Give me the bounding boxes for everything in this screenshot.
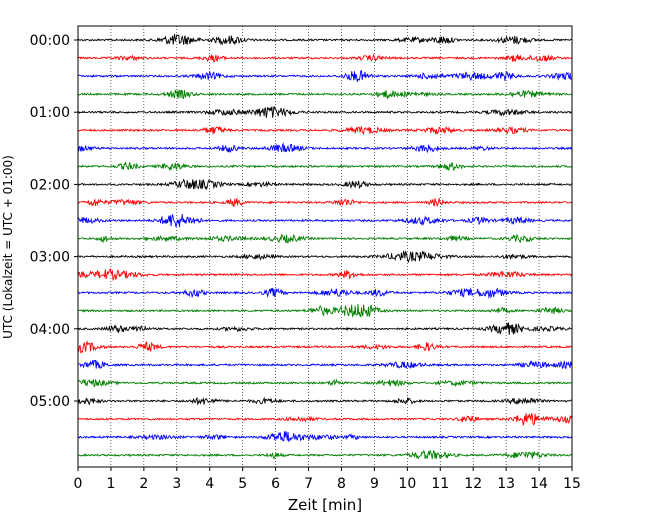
trace-row-8 (77, 178, 572, 191)
trace-row-23 (77, 449, 572, 460)
x-tick-label-11: 11 (431, 476, 449, 492)
y-tick-label-3: 03:00 (30, 250, 70, 266)
y-tick-label-0: 00:00 (30, 33, 70, 49)
y-tick-label-5: 05:00 (30, 394, 70, 410)
x-tick-label-8: 8 (337, 476, 346, 492)
x-tick-label-10: 10 (398, 476, 416, 492)
axes (74, 25, 573, 471)
y-tick-label-1: 01:00 (30, 105, 70, 121)
trace-row-18 (77, 359, 572, 370)
x-tick-label-1: 1 (106, 476, 115, 492)
trace-row-1 (77, 53, 572, 63)
x-tick-label-5: 5 (238, 476, 247, 492)
x-tick-label-4: 4 (205, 476, 214, 492)
x-tick-label-13: 13 (497, 476, 515, 492)
x-tick-label-9: 9 (370, 476, 379, 492)
x-tick-label-7: 7 (304, 476, 313, 492)
seismic-traces (77, 33, 572, 460)
trace-row-5 (77, 125, 572, 136)
trace-row-10 (77, 214, 572, 228)
trace-row-19 (77, 378, 572, 388)
trace-row-4 (77, 106, 572, 118)
trace-row-15 (77, 303, 572, 318)
trace-row-20 (77, 396, 572, 406)
x-tick-label-15: 15 (563, 476, 581, 492)
trace-row-12 (77, 250, 572, 264)
x-axis-label: Zeit [min] (288, 496, 362, 514)
trace-row-14 (77, 287, 572, 299)
trace-row-16 (77, 322, 572, 335)
trace-row-17 (77, 339, 572, 354)
y-axis-label: UTC (Lokalzeit = UTC + 01:00) (1, 155, 15, 339)
trace-row-11 (77, 233, 572, 244)
x-tick-label-12: 12 (464, 476, 482, 492)
trace-row-7 (77, 161, 572, 172)
x-tick-label-6: 6 (271, 476, 280, 492)
y-tick-label-4: 04:00 (30, 322, 70, 338)
x-tick-label-14: 14 (530, 476, 548, 492)
x-tick-label-2: 2 (139, 476, 148, 492)
trace-row-6 (77, 142, 572, 154)
tick-labels: 0 1 2 3 4 5 6 7 8 9 10 11 12 13 14 1500:0001:0002:0003:… (30, 33, 581, 492)
trace-row-3 (77, 89, 572, 100)
trace-row-0 (77, 33, 572, 46)
plot-frame (77, 25, 573, 468)
trace-row-22 (77, 431, 572, 443)
trace-row-13 (77, 267, 572, 281)
x-tick-label-0: 0 (74, 476, 83, 492)
x-tick-label-3: 3 (172, 476, 181, 492)
y-tick-label-2: 02:00 (30, 177, 70, 193)
trace-row-21 (77, 413, 572, 426)
trace-row-9 (77, 198, 572, 207)
trace-row-2 (77, 70, 572, 83)
